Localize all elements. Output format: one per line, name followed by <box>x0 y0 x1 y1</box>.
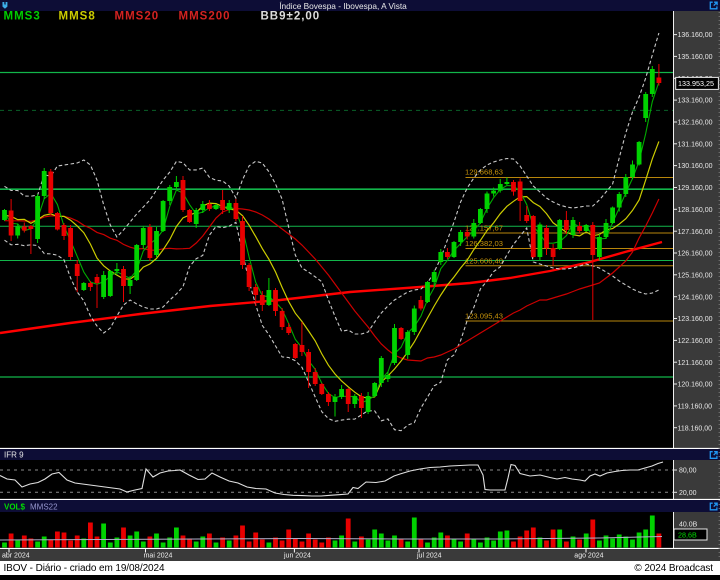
svg-text:MMS8: MMS8 <box>59 11 96 23</box>
svg-text:118.160,00: 118.160,00 <box>678 425 713 432</box>
svg-text:80,00: 80,00 <box>679 468 697 475</box>
svg-text:MMS3: MMS3 <box>4 11 41 23</box>
svg-text:MMS22: MMS22 <box>30 503 58 512</box>
svg-text:MMS20: MMS20 <box>115 11 160 23</box>
svg-text:© 2024 Broadcast: © 2024 Broadcast <box>634 563 713 574</box>
svg-text:125.160,00: 125.160,00 <box>678 272 713 279</box>
svg-text:119.160,00: 119.160,00 <box>678 404 713 411</box>
svg-text:133.160,00: 133.160,00 <box>678 98 713 105</box>
svg-text:133.953,25: 133.953,25 <box>678 79 714 88</box>
svg-text:127.160,00: 127.160,00 <box>678 229 713 236</box>
svg-text:abr 2024: abr 2024 <box>2 553 30 560</box>
svg-text:125.606,40: 125.606,40 <box>465 256 503 265</box>
svg-text:136.160,00: 136.160,00 <box>678 32 713 39</box>
svg-text:135.160,00: 135.160,00 <box>678 54 713 61</box>
svg-text:IBOV - Diário - criado em 19/0: IBOV - Diário - criado em 19/08/2024 <box>4 563 165 574</box>
svg-text:124.160,00: 124.160,00 <box>678 294 713 301</box>
svg-text:129.160,00: 129.160,00 <box>678 185 713 192</box>
svg-text:ago 2024: ago 2024 <box>574 553 603 560</box>
svg-text:jun 2024: jun 2024 <box>283 553 311 560</box>
svg-text:126.160,00: 126.160,00 <box>678 251 713 258</box>
svg-text:126.382,03: 126.382,03 <box>465 239 503 248</box>
svg-text:VOL$: VOL$ <box>4 503 25 512</box>
svg-text:129.668,63: 129.668,63 <box>465 168 503 177</box>
svg-text:121.160,00: 121.160,00 <box>678 360 713 367</box>
svg-text:130.160,00: 130.160,00 <box>678 163 713 170</box>
svg-text:132.160,00: 132.160,00 <box>678 120 713 127</box>
svg-text:127.157,67: 127.157,67 <box>465 224 503 233</box>
svg-text:131.160,00: 131.160,00 <box>678 141 713 148</box>
svg-text:123.160,00: 123.160,00 <box>678 316 713 323</box>
svg-text:20,00: 20,00 <box>679 490 697 497</box>
svg-text:120.160,00: 120.160,00 <box>678 382 713 389</box>
svg-text:IFR 9: IFR 9 <box>4 451 24 460</box>
svg-text:122.160,00: 122.160,00 <box>678 338 713 345</box>
svg-text:jul 2024: jul 2024 <box>416 553 442 560</box>
svg-text:28,6B: 28,6B <box>678 531 697 540</box>
svg-text:BB9±2,00: BB9±2,00 <box>261 11 321 23</box>
svg-text:123.095,43: 123.095,43 <box>465 312 503 321</box>
svg-text:Índice Bovespa - Ibovespa, A V: Índice Bovespa - Ibovespa, A Vista <box>279 1 407 11</box>
svg-text:mai 2024: mai 2024 <box>144 553 173 560</box>
svg-text:40.0B: 40.0B <box>679 522 698 529</box>
svg-text:128.160,00: 128.160,00 <box>678 207 713 214</box>
svg-text:MMS200: MMS200 <box>179 11 231 23</box>
